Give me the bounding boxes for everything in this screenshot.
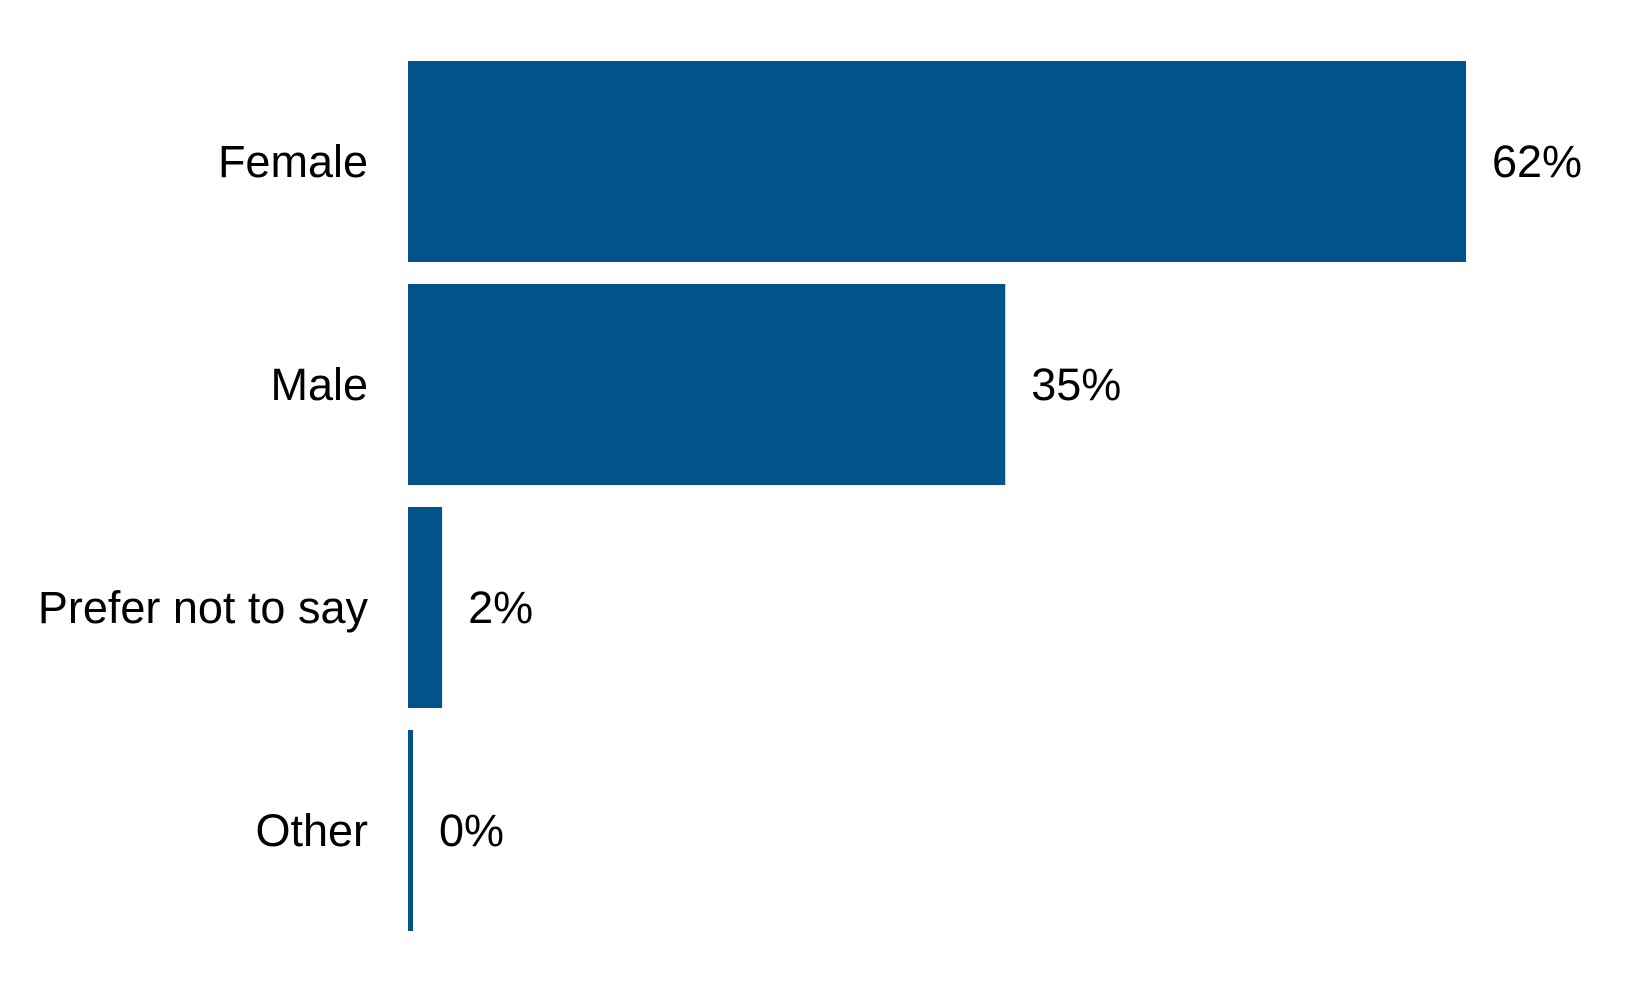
value-labels-group: 62% 35% 2% 0%	[439, 136, 1582, 856]
value-label-prefer-not-to-say: 2%	[468, 582, 533, 633]
category-labels-group: Female Male Prefer not to say Other	[38, 136, 369, 856]
value-label-male: 35%	[1031, 359, 1121, 410]
bar-female	[408, 61, 1466, 262]
bar-other	[408, 730, 413, 931]
category-label-female: Female	[218, 136, 368, 187]
category-label-other: Other	[255, 805, 368, 856]
bar-male	[408, 284, 1006, 485]
value-label-other: 0%	[439, 805, 504, 856]
bar-prefer-not-to-say	[408, 507, 443, 708]
category-label-male: Male	[270, 359, 368, 410]
category-label-prefer-not-to-say: Prefer not to say	[38, 582, 369, 633]
bars-group	[408, 61, 1466, 931]
value-label-female: 62%	[1492, 136, 1582, 187]
